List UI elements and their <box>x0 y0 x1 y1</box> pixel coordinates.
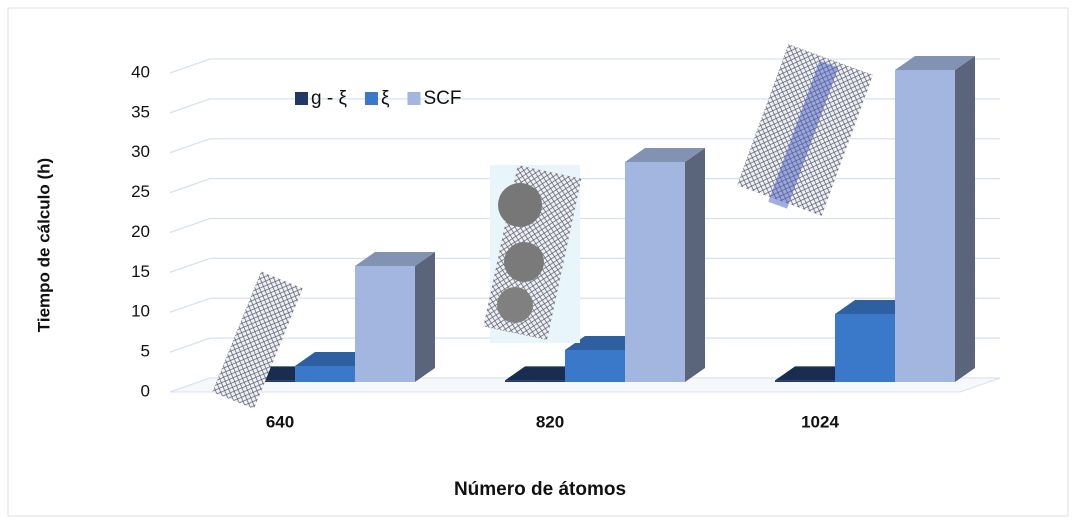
grid-line <box>169 297 1000 313</box>
legend-swatch <box>295 92 308 105</box>
bar-side <box>415 252 435 382</box>
nanotube-images <box>212 44 873 409</box>
bar <box>835 314 895 382</box>
fullerene <box>498 183 542 227</box>
grid-line <box>169 178 1000 194</box>
grid-line <box>169 138 1000 154</box>
bar <box>295 366 355 382</box>
x-tick-label: 820 <box>536 412 564 431</box>
y-tick-label: 10 <box>131 302 150 321</box>
bar <box>895 70 955 382</box>
bar <box>625 162 685 382</box>
grid-line <box>169 257 1000 273</box>
y-tick-label: 35 <box>131 102 150 121</box>
bar-side <box>955 56 975 382</box>
nanotube-image <box>212 271 303 409</box>
nanotube-image <box>768 60 839 209</box>
x-tick-label: 640 <box>266 412 294 431</box>
bar <box>775 380 835 382</box>
y-tick-label: 15 <box>131 262 150 281</box>
bar-top <box>895 56 975 70</box>
bar <box>505 380 565 382</box>
x-tick-label: 1024 <box>801 412 839 431</box>
y-tick-label: 20 <box>131 222 150 241</box>
legend-label: g - ξ <box>311 88 347 109</box>
legend-swatch <box>364 92 378 105</box>
bar <box>355 266 415 382</box>
bar <box>565 350 625 382</box>
bar-side <box>685 148 705 382</box>
grid-line <box>169 337 1000 353</box>
y-tick-label: 25 <box>131 182 150 201</box>
y-tick-label: 5 <box>141 342 150 361</box>
grid-line <box>169 58 1000 74</box>
legend-label: ξ <box>381 88 390 109</box>
grid-line <box>169 217 1000 234</box>
x-axis-title: Número de átomos <box>454 479 626 500</box>
grid-line <box>169 98 1000 114</box>
legend-label: SCF <box>423 88 461 109</box>
y-tick-label: 40 <box>131 62 150 81</box>
y-axis-title: Tiempo de cálculo (h) <box>34 158 53 332</box>
bar-top <box>625 148 705 162</box>
y-tick-label: 30 <box>131 142 150 161</box>
y-tick-label: 0 <box>141 381 150 400</box>
fullerene <box>504 242 544 282</box>
fullerene <box>497 287 533 323</box>
legend-swatch <box>407 92 421 105</box>
bar-top <box>355 252 435 266</box>
